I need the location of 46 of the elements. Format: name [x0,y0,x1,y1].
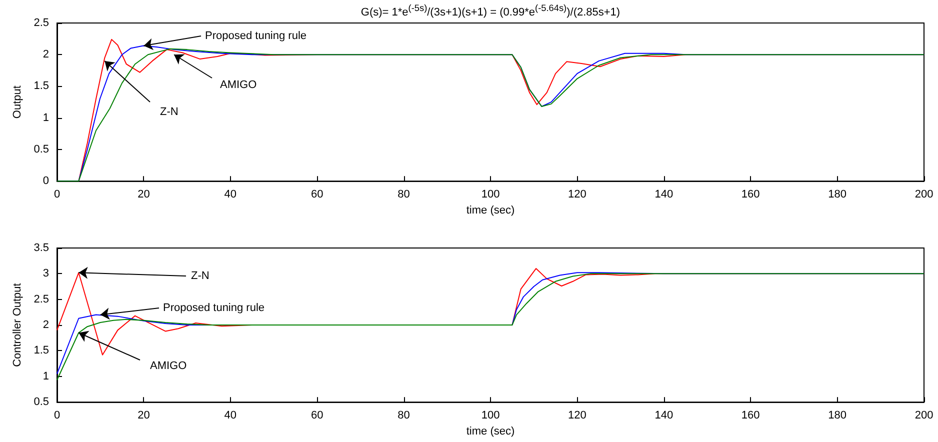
y-axis-title: Output [11,86,24,119]
x-tick-label: 160 [741,410,760,422]
y-tick-label: 2 [42,48,49,61]
annotation: AMIGO [220,79,258,91]
y-tick-label: 2.5 [34,17,49,29]
x-tick-label: 180 [828,410,846,422]
x-tick-label: 80 [398,410,410,422]
x-tick-label: 200 [914,410,934,422]
x-tick-label: 120 [568,410,586,422]
y-tick-label: 0.5 [34,143,49,156]
x-tick-label: 100 [481,188,500,201]
x-tick-label: 0 [54,410,60,422]
annotation: Proposed tuning rule [163,302,265,314]
y-tick-label: 1.5 [34,80,49,92]
y-tick-label: 2.5 [34,293,49,306]
y-tick-label: 1 [42,370,49,382]
annotation: Z-N [160,106,178,118]
x-tick-label: 160 [741,188,760,201]
y-tick-label: 3 [42,268,49,280]
x-tick-label: 120 [568,188,586,201]
chart-title: G(s)= 1*e$^{(-5s)}$/(3s+1)(s+1) = (0.99*e$^{(-5.64s)}$)/(2.85s+1) [360,3,622,19]
x-tick-label: 80 [398,188,410,201]
x-tick-label: 20 [138,188,150,201]
x-tick-label: 140 [654,410,674,422]
annotation: AMIGO [150,360,188,372]
y-axis-title: Controller Output [11,283,24,367]
x-tick-label: 40 [224,188,237,201]
y-tick-label: 0.5 [34,396,49,408]
x-axis-title: time (sec) [466,426,515,438]
y-tick-label: 1 [42,112,49,124]
x-tick-label: 180 [828,188,846,201]
x-tick-label: 140 [654,188,674,201]
x-tick-label: 40 [224,410,237,422]
x-tick-label: 20 [138,410,150,422]
x-axis-title: time (sec) [466,204,515,216]
x-tick-label: 100 [481,410,500,422]
x-tick-label: 60 [310,410,324,422]
y-tick-label: 3.5 [34,242,49,254]
y-tick-label: 2 [42,319,49,332]
x-tick-label: 0 [54,188,60,201]
x-tick-label: 60 [310,188,324,201]
annotation: Z-N [191,270,210,282]
annotation: Proposed tuning rule [205,30,307,42]
y-tick-label: 1.5 [34,344,49,357]
x-tick-label: 200 [914,188,934,201]
y-tick-label: 0 [42,175,49,188]
